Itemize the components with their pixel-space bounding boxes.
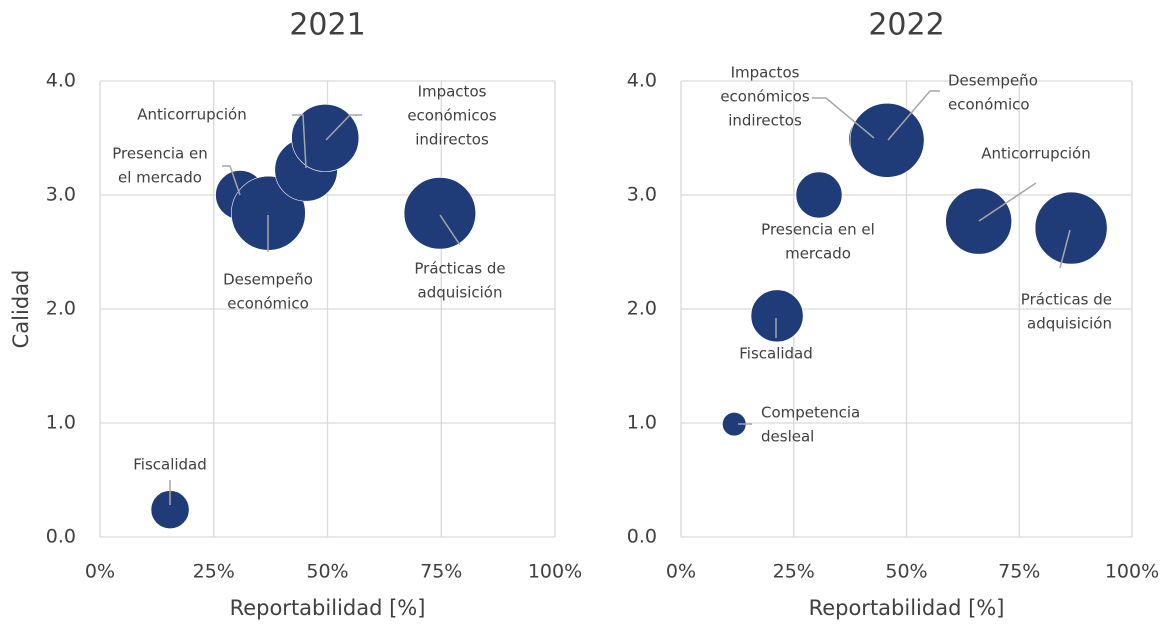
chart-title: 2022 — [868, 8, 944, 43]
point-label: económicos — [407, 107, 497, 125]
point-label: Presencia en el — [761, 221, 875, 239]
x-tick-label: 75% — [998, 561, 1040, 583]
point-label: Fiscalidad — [133, 456, 207, 474]
point-label: adquisición — [1027, 315, 1112, 333]
x-tick-label: 0% — [85, 561, 115, 583]
x-tick-label: 0% — [666, 561, 696, 583]
point-label: Desempeño — [223, 271, 313, 289]
point-label: económico — [948, 96, 1030, 114]
point-label: desleal — [761, 428, 814, 446]
y-tick-label: 4.0 — [46, 70, 76, 92]
point-label: Fiscalidad — [739, 345, 813, 363]
leader-line — [222, 165, 241, 196]
x-tick-label: 100% — [528, 561, 582, 583]
point-label: Prácticas de — [1021, 291, 1112, 309]
bubble — [291, 104, 360, 172]
x-axis-label: Reportabilidad [%] — [809, 596, 1005, 620]
point-label: Impactos — [418, 83, 487, 101]
point-label: indirectos — [728, 112, 802, 130]
y-tick-label: 1.0 — [46, 412, 76, 434]
y-tick-label: 1.0 — [627, 412, 657, 434]
leader-line — [325, 114, 362, 141]
y-tick-label: 2.0 — [46, 298, 76, 320]
x-tick-label: 50% — [306, 561, 348, 583]
point-label: Competencia — [761, 404, 860, 422]
leader-line — [1059, 229, 1071, 269]
y-tick-label: 2.0 — [627, 298, 657, 320]
bubble — [1034, 191, 1108, 265]
bubble — [945, 187, 1012, 255]
point-label: adquisición — [418, 284, 503, 302]
point-label: Prácticas de — [414, 260, 505, 278]
point-label: Anticorrupción — [137, 106, 246, 124]
point-label: indirectos — [415, 131, 489, 149]
y-tick-label: 4.0 — [627, 70, 657, 92]
leader-line — [439, 214, 461, 246]
x-tick-label: 25% — [773, 561, 815, 583]
y-tick-label: 0.0 — [46, 526, 76, 548]
x-tick-label: 25% — [193, 561, 235, 583]
x-tick-label: 50% — [885, 561, 927, 583]
bubble — [849, 102, 925, 178]
x-axis-label: Reportabilidad [%] — [230, 596, 426, 620]
x-tick-label: 75% — [420, 561, 462, 583]
leader-line — [978, 182, 1037, 222]
y-tick-label: 0.0 — [627, 526, 657, 548]
leader-line — [812, 97, 875, 139]
y-tick-label: 3.0 — [627, 184, 657, 206]
point-label: Anticorrupción — [981, 145, 1090, 163]
y-axis-label: Calidad — [9, 270, 33, 349]
point-label: mercado — [785, 245, 851, 263]
bubble — [795, 171, 843, 219]
bubble — [403, 177, 476, 250]
point-label: económicos — [720, 88, 810, 106]
leader-line — [292, 114, 307, 169]
point-label: Presencia en — [112, 145, 208, 163]
point-label: Impactos — [731, 64, 800, 82]
point-label: económico — [227, 295, 309, 313]
point-label: Desempeño — [948, 72, 1038, 90]
chart-title: 2021 — [289, 8, 365, 43]
leader-line — [887, 90, 940, 141]
x-tick-label: 100% — [1105, 561, 1159, 583]
point-label: el mercado — [118, 169, 202, 187]
y-tick-label: 3.0 — [46, 184, 76, 206]
bubble — [750, 289, 804, 343]
